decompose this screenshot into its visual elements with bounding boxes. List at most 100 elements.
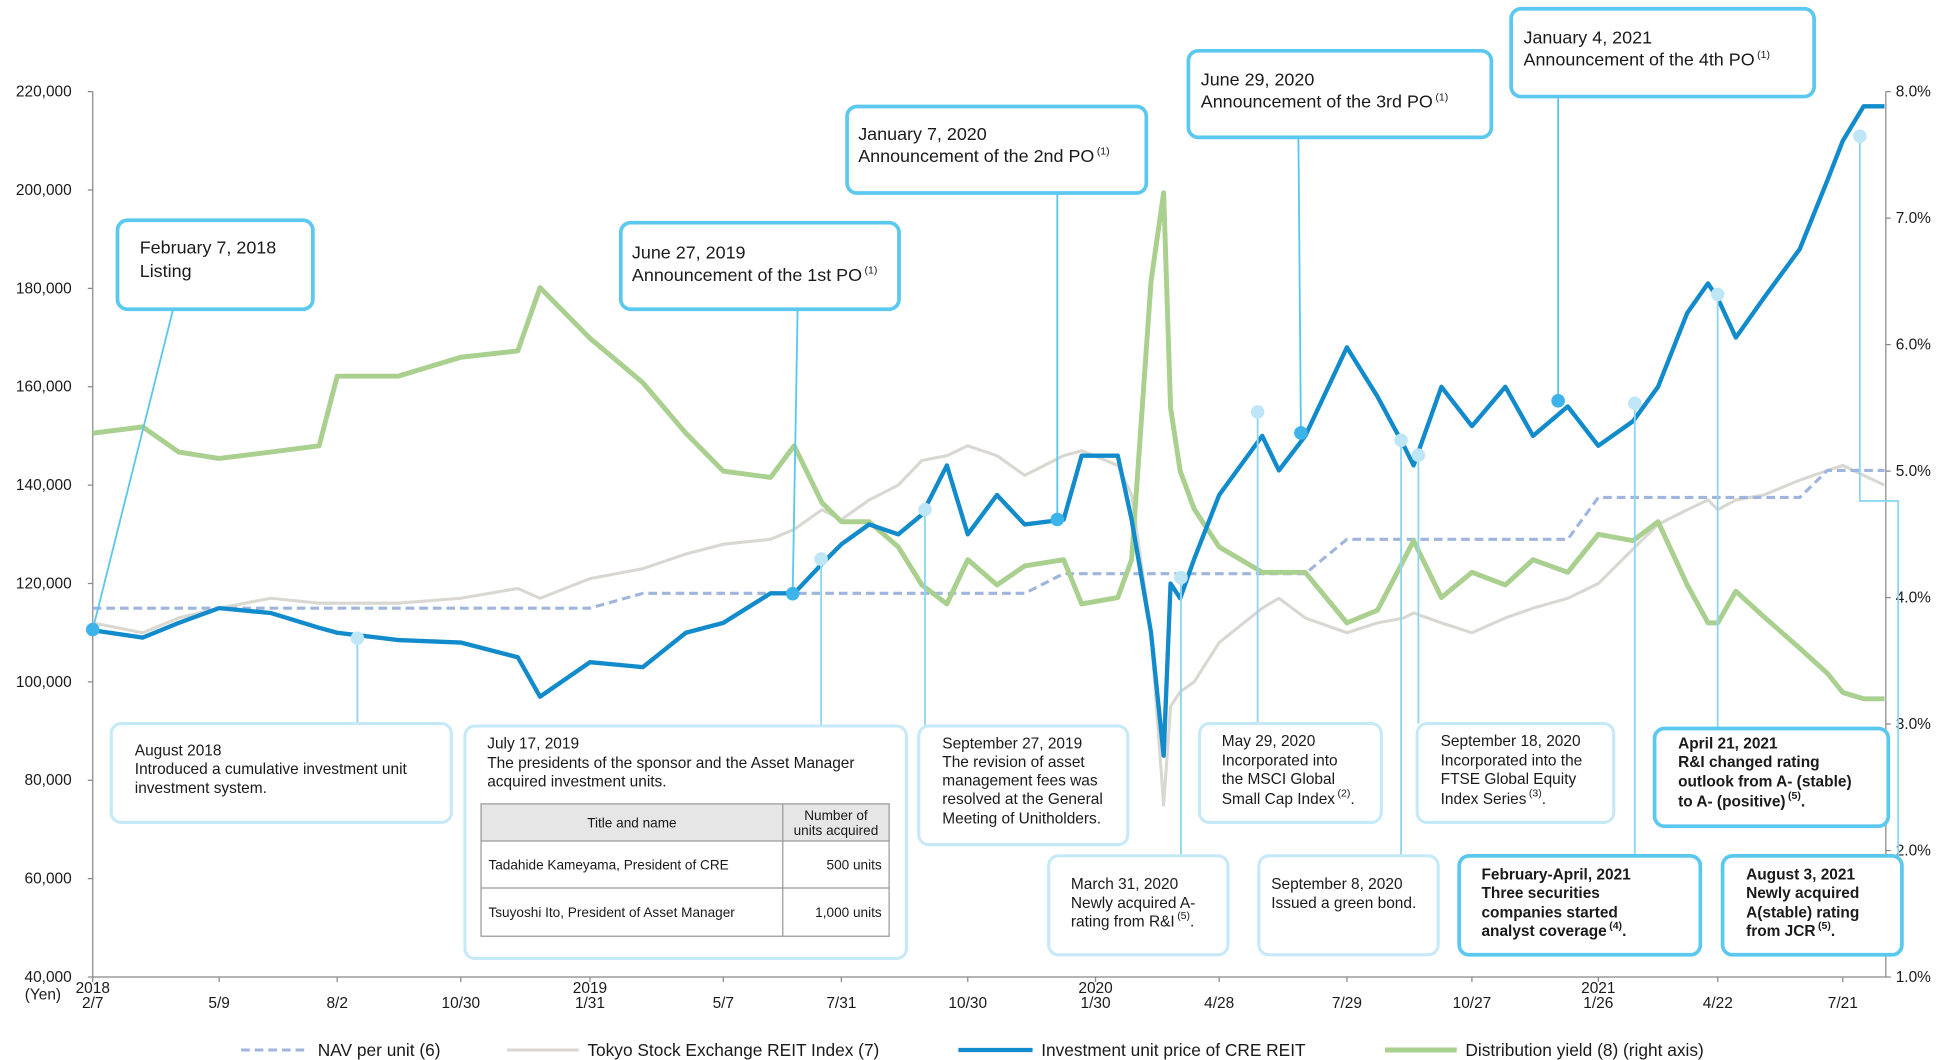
y-tick-label: 220,000	[16, 84, 72, 101]
x-tick-label: 5/7	[713, 995, 734, 1012]
x-tick-label: 4/28	[1204, 995, 1234, 1012]
annotation-line: Announcement of the 4th PO	[1524, 50, 1755, 70]
annotation-box	[1652, 726, 1891, 829]
annotation-box	[109, 721, 453, 825]
annotation-line: Meeting of Unitholders.	[942, 811, 1101, 828]
annotation-line: June 29, 2020	[1201, 69, 1315, 89]
annotation-note: (1)	[865, 264, 878, 276]
y2-tick-label: 7.0%	[1896, 210, 1931, 227]
annotation-box	[1197, 721, 1383, 825]
annotation-line: Index Series	[1441, 791, 1527, 808]
annotation-text: Announcement of the 2nd PO (1)	[858, 146, 1109, 166]
y-tick-label: 60,000	[25, 871, 72, 888]
annotation-line: September 18, 2020	[1441, 733, 1581, 750]
annotation-line: rating from R&I	[1071, 913, 1175, 930]
annotation-point	[814, 552, 828, 566]
annotation-line: A(stable) rating	[1746, 905, 1859, 922]
annotation-point	[1710, 287, 1725, 302]
annotation-connector	[1858, 136, 1900, 856]
annotation-line: Incorporated into	[1222, 753, 1338, 770]
annotation-line: to A- (positive)	[1678, 793, 1785, 810]
annotation-text: Announcement of the 3rd PO (1)	[1201, 91, 1448, 111]
table-frame	[480, 803, 890, 937]
x-year-label: 2021	[1581, 980, 1615, 997]
annotation-line: analyst coverage	[1481, 923, 1607, 940]
annotation-line: March 31, 2020	[1071, 876, 1178, 893]
annotation-line: August 3, 2021	[1746, 866, 1855, 883]
annotation-text: September 27, 2019	[942, 735, 1082, 752]
annotation-text: management fees was	[942, 772, 1098, 789]
x-tick-label: 8/2	[326, 995, 347, 1012]
y-axis-unit: (Yen)	[25, 986, 61, 1003]
annotation-text: A(stable) rating	[1746, 905, 1859, 922]
series-line	[92, 190, 1885, 702]
y-tick-label: 160,000	[16, 379, 72, 396]
annotation-line: April 21, 2021	[1678, 735, 1778, 752]
annotation-point	[1627, 396, 1642, 411]
annotation-text: Introduced a cumulative investment unit	[135, 761, 408, 778]
annotation-box	[917, 724, 1130, 847]
annotation-point	[350, 631, 365, 646]
y-tick-label: 80,000	[25, 772, 72, 789]
table-cell: 1,000 units	[815, 905, 882, 920]
annotation-text: January 7, 2020	[858, 124, 987, 144]
legend-label: Distribution yield (8) (right axis)	[1465, 1040, 1703, 1060]
x-year-label: 2018	[76, 980, 110, 997]
annotation-point	[918, 502, 932, 517]
annotation-text: Incorporated into	[1222, 753, 1338, 770]
y2-tick-label: 4.0%	[1896, 590, 1931, 607]
y2-tick-label: 8.0%	[1896, 84, 1931, 101]
y-tick-label: 200,000	[16, 182, 72, 199]
annotation-text: the MSCI Global	[1222, 771, 1335, 788]
annotation-point	[1411, 448, 1426, 462]
annotation-line: from JCR	[1746, 923, 1815, 940]
annotation-text: acquired investment units.	[487, 774, 666, 791]
annotation-text: January 4, 2021	[1524, 27, 1653, 47]
annotation-line: The presidents of the sponsor and the As…	[487, 755, 854, 772]
annotation-point	[1174, 570, 1188, 585]
annotation-line: September 27, 2019	[942, 735, 1082, 752]
annotation-point	[785, 586, 800, 601]
annotation-text: Announcement of the 4th PO (1)	[1524, 49, 1770, 69]
annotation-line: The revision of asset	[942, 754, 1085, 771]
annotation-note: (1)	[1757, 49, 1770, 61]
annotation-text: rating from R&I (5).	[1071, 910, 1194, 930]
annotation-text: analyst coverage (4).	[1481, 920, 1626, 940]
annotation-line: outlook from A- (stable)	[1678, 774, 1852, 791]
annotation-note: (1)	[1097, 146, 1110, 158]
annotation-note: (5)	[1818, 920, 1831, 932]
annotation-line: Introduced a cumulative investment unit	[135, 761, 408, 778]
y-tick-label: 40,000	[25, 969, 72, 986]
legend-label: Investment unit price of CRE REIT	[1041, 1040, 1306, 1060]
annotation-text: September 18, 2020	[1441, 733, 1581, 750]
annotation-text: August 2018	[135, 743, 222, 760]
annotation-note: (3)	[1529, 787, 1542, 799]
annotation-box	[1415, 721, 1616, 825]
annotation-note: (1)	[1435, 91, 1448, 103]
y-tick-label: 140,000	[16, 477, 72, 494]
annotation-line: June 27, 2019	[632, 243, 746, 263]
x-tick-label: 1/26	[1583, 995, 1613, 1012]
annotation-connector	[791, 309, 799, 594]
table-header: Number of	[804, 808, 868, 823]
x-year-label: 2019	[573, 980, 607, 997]
table-header: Title and name	[587, 815, 676, 830]
annotation-text: April 21, 2021	[1678, 735, 1778, 752]
annotation-line: investment system.	[135, 780, 267, 797]
y-tick-label: 120,000	[16, 575, 72, 592]
x-year-label: 2020	[1078, 980, 1112, 997]
x-tick-label: 1/31	[575, 995, 605, 1012]
annotation-point	[1551, 393, 1565, 408]
annotation-text: June 27, 2019	[632, 243, 746, 263]
annotation-line: September 8, 2020	[1271, 876, 1402, 893]
annotation-box	[115, 218, 315, 312]
x-tick-label: 2/7	[82, 995, 103, 1012]
annotation-text: Newly acquired	[1746, 885, 1859, 902]
annotation-line: July 17, 2019	[487, 735, 579, 752]
annotation-line: Listing	[140, 261, 192, 281]
annotation-after: .	[1350, 791, 1354, 808]
annotation-text: Three securities	[1481, 885, 1599, 902]
y2-tick-label: 3.0%	[1896, 716, 1931, 733]
annotation-line: acquired investment units.	[487, 774, 666, 791]
